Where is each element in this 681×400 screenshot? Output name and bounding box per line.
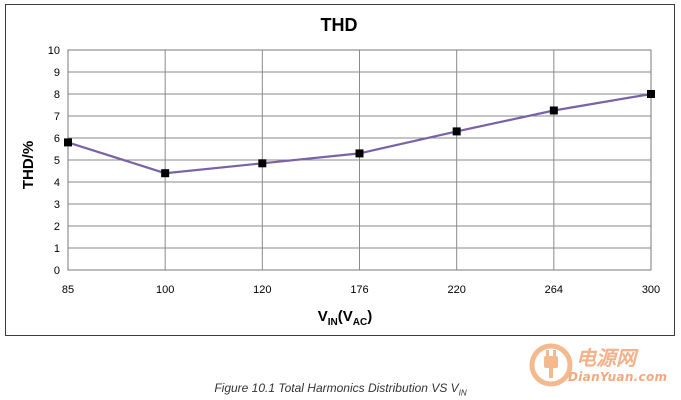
x-tick-label: 176 — [350, 284, 368, 296]
thd-chart: THD 0 1 2 3 4 5 6 7 8 9 10 85 100 120 176 220 264 300 TH… — [20, 15, 660, 328]
x-tick-label: 264 — [545, 284, 563, 296]
caption-subscript: IN — [458, 388, 467, 398]
chart-frame: THD 0 1 2 3 4 5 6 7 8 9 10 85 100 120 176 220 264 300 TH… — [5, 4, 675, 336]
data-point-marker — [549, 106, 558, 115]
caption-text: Figure 10.1 Total Harmonics Distribution… — [214, 381, 459, 395]
y-tick-labels: 0 1 2 3 4 5 6 7 8 9 10 — [48, 45, 60, 277]
data-point-marker — [355, 149, 364, 158]
y-tick-label: 3 — [54, 199, 60, 211]
chart-title: THD — [321, 15, 358, 35]
x-axis-label: VIN(VAC) — [318, 308, 372, 328]
y-axis-label: THD/% — [20, 141, 37, 189]
y-tick-label: 0 — [54, 265, 60, 277]
watermark-en-text: DianYuan.com — [568, 370, 668, 384]
y-tick-label: 9 — [54, 67, 60, 79]
plot-area-border — [67, 49, 652, 271]
y-tick-label: 2 — [54, 221, 60, 233]
x-tick-label: 300 — [642, 284, 660, 296]
data-point-marker — [64, 138, 72, 147]
y-tick-label: 4 — [54, 177, 60, 189]
plug-icon — [529, 343, 573, 387]
data-point-marker — [161, 169, 170, 178]
series-layer — [64, 90, 655, 178]
data-point-marker — [258, 159, 267, 168]
x-tick-label: 120 — [253, 284, 271, 296]
x-tick-labels: 85 100 120 176 220 264 300 — [62, 284, 660, 296]
y-tick-label: 7 — [54, 111, 60, 123]
y-tick-label: 6 — [54, 133, 60, 145]
watermark-cn-text: 电源网 — [576, 346, 636, 370]
data-point-marker — [452, 127, 461, 136]
y-tick-label: 1 — [54, 243, 60, 255]
x-tick-label: 220 — [447, 284, 465, 296]
watermark-logo: 电源网 DianYuan.com — [528, 342, 678, 390]
data-point-marker — [647, 90, 655, 98]
x-tick-label: 85 — [62, 284, 74, 296]
x-tick-label: 100 — [156, 284, 174, 296]
grid-layer — [67, 49, 652, 271]
y-tick-label: 5 — [54, 155, 60, 167]
figure-caption: Figure 10.1 Total Harmonics Distribution… — [0, 381, 681, 397]
y-tick-label: 10 — [48, 45, 60, 57]
y-tick-label: 8 — [54, 89, 60, 101]
